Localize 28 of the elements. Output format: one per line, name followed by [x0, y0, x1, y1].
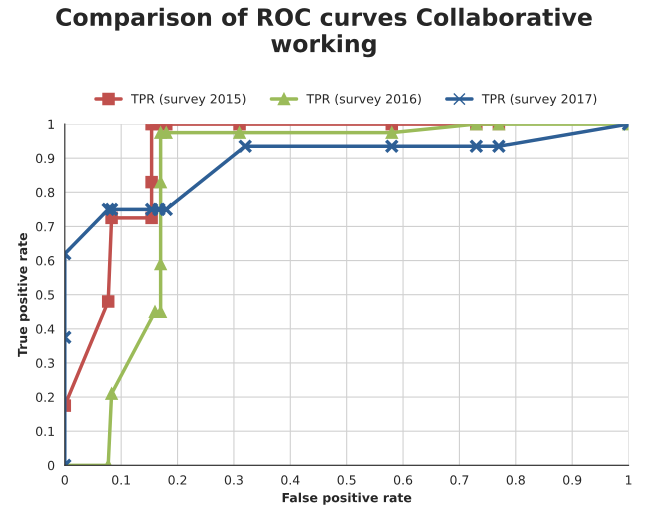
y-tick-label: 0.4 [36, 324, 54, 334]
y-tick-label: 1 [48, 120, 54, 129]
chart-title: Comparison of ROC curves Collaborative working [56, 8, 592, 58]
x-tick-label: 0.3 [224, 475, 243, 485]
y-tick-label: 0.3 [36, 358, 54, 368]
legend-label: TPR (survey 2016) [306, 94, 421, 106]
x-axis-title: False positive rate [282, 492, 412, 505]
legend-label: TPR (survey 2017) [482, 94, 596, 106]
x-tick-label: 0 [62, 475, 68, 485]
y-tick-label: 0.7 [36, 222, 54, 232]
y-tick-label: 0.8 [36, 188, 54, 198]
y-tick-label: 0.1 [36, 426, 54, 436]
x-tick-label: 0.8 [506, 475, 525, 485]
x-tick-label: 0.5 [338, 475, 356, 485]
y-tick-label: 0.6 [36, 256, 54, 266]
x-tick-label: 0.1 [112, 475, 130, 485]
y-axis-title: True positive rate [18, 232, 30, 357]
x-tick-label: 0.4 [281, 475, 300, 485]
x-tick-label: 0.7 [450, 475, 468, 485]
x-tick-label: 0.6 [394, 475, 412, 485]
y-tick-label: 0 [48, 460, 54, 470]
x-tick-label: 0.9 [563, 475, 582, 485]
x-tick-label: 0.2 [168, 475, 186, 485]
legend-label: TPR (survey 2015) [131, 94, 246, 106]
y-tick-label: 0.5 [36, 290, 54, 300]
x-tick-label: 1 [626, 475, 632, 485]
y-tick-label: 0.2 [36, 392, 54, 402]
y-tick-label: 0.9 [36, 154, 54, 164]
